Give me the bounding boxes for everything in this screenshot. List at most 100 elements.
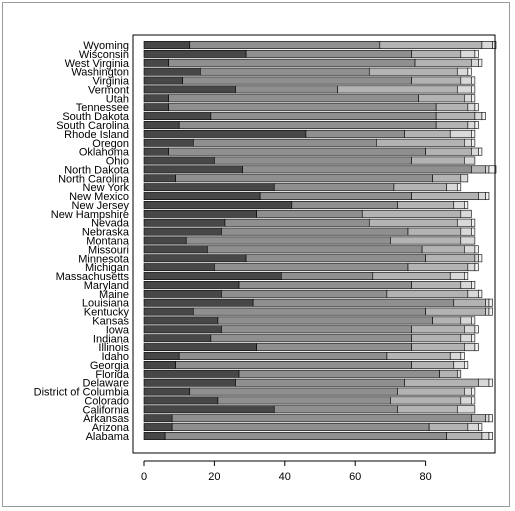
state-label: Colorado xyxy=(84,395,129,407)
state-label: North Carolina xyxy=(58,173,130,185)
bar-segment xyxy=(474,254,479,263)
bar-segment xyxy=(143,289,222,298)
bar-segment xyxy=(456,218,472,227)
state-label: New York xyxy=(83,182,130,194)
bar-segment xyxy=(453,360,465,369)
bar-segment xyxy=(485,414,490,423)
x-tick-label: 20 xyxy=(208,471,220,483)
bar-segment xyxy=(460,49,476,58)
state-label: Indiana xyxy=(93,333,130,345)
bar-segment xyxy=(425,307,486,316)
state-label: Utah xyxy=(106,93,129,105)
bar-segment xyxy=(337,85,458,94)
bar-segment xyxy=(143,307,194,316)
bar-segment xyxy=(217,396,391,405)
bar-segment xyxy=(471,76,476,85)
bar-segment xyxy=(435,121,469,129)
bar-segment xyxy=(143,334,212,343)
bar-segment xyxy=(143,263,215,272)
bar-segment xyxy=(245,254,426,263)
bar-segment xyxy=(460,396,472,405)
bar-segment xyxy=(143,343,257,352)
bar-segment xyxy=(428,423,469,432)
bar-segment xyxy=(471,387,476,396)
bar-segment xyxy=(143,129,307,138)
bar-segment xyxy=(280,272,374,280)
bar-segment xyxy=(259,192,412,201)
bar-segment xyxy=(453,298,486,307)
bar-segment xyxy=(471,129,476,138)
bar-segment xyxy=(456,369,462,378)
state-label: Iowa xyxy=(106,324,130,336)
bar-segment xyxy=(390,396,462,405)
bar-segment xyxy=(467,121,476,129)
state-label: Montana xyxy=(86,236,130,248)
bar-segment xyxy=(175,360,412,369)
bar-segment xyxy=(143,236,187,245)
bar-segment xyxy=(467,67,472,76)
bar-segment xyxy=(481,432,490,440)
bar-segment xyxy=(192,138,377,147)
bar-segment xyxy=(471,58,479,67)
bar-segment xyxy=(368,218,458,227)
bar-segment xyxy=(143,174,176,183)
state-label: California xyxy=(83,404,130,416)
bar-segment xyxy=(217,316,433,325)
bar-segment xyxy=(238,280,412,289)
bar-segment xyxy=(372,272,451,280)
bar-segment xyxy=(411,156,465,165)
bar-segment xyxy=(143,49,247,58)
bar-segment xyxy=(390,236,462,245)
bar-segment xyxy=(478,192,486,201)
state-label: District of Columbia xyxy=(34,387,130,399)
state-label: Virginia xyxy=(93,76,130,88)
bar-segment xyxy=(143,165,243,174)
state-label: Illinois xyxy=(98,342,129,354)
bar-segment xyxy=(245,49,412,58)
bar-segment xyxy=(386,352,451,360)
state-label: Rhode Island xyxy=(64,129,129,141)
bar-segment xyxy=(214,263,409,272)
bar-segment xyxy=(460,174,469,183)
bar-segment xyxy=(421,245,465,254)
bar-segment xyxy=(210,334,412,343)
bar-segment xyxy=(446,432,483,440)
bar-segment xyxy=(425,147,472,156)
bar-segment xyxy=(411,325,465,334)
bar-segment xyxy=(439,369,458,378)
bar-segment xyxy=(474,121,479,129)
bar-segment xyxy=(168,147,426,156)
bar-segment xyxy=(397,405,458,414)
bar-segment xyxy=(238,369,440,378)
state-label: Nebraska xyxy=(82,227,130,239)
bar-segment xyxy=(471,414,486,423)
bars-layer xyxy=(143,41,497,440)
bar-segment xyxy=(143,41,191,49)
bar-segment xyxy=(143,245,208,254)
bar-segment xyxy=(178,352,388,360)
bar-segment xyxy=(464,272,469,280)
bar-segment xyxy=(404,378,479,387)
bar-segment xyxy=(460,334,472,343)
bar-segment xyxy=(449,129,472,138)
bar-segment xyxy=(143,138,194,147)
bar-segment xyxy=(478,254,483,263)
bar-segment xyxy=(471,138,476,147)
bar-segment xyxy=(411,334,462,343)
state-label: Kansas xyxy=(92,315,129,327)
bar-segment xyxy=(460,76,472,85)
bar-segment xyxy=(481,112,486,121)
state-label: North Dakota xyxy=(64,164,130,176)
state-label: Maine xyxy=(99,289,129,301)
state-label: Missouri xyxy=(88,244,129,256)
bar-segment xyxy=(182,76,412,85)
bar-segment xyxy=(435,103,469,112)
bar-segment xyxy=(143,58,169,67)
bar-segment xyxy=(171,414,472,423)
bar-segment xyxy=(478,147,483,156)
bar-segment xyxy=(189,387,398,396)
state-label: Louisiana xyxy=(82,298,130,310)
bar-segment xyxy=(386,289,469,298)
bar-segment xyxy=(235,85,338,94)
bar-segment xyxy=(143,396,219,405)
